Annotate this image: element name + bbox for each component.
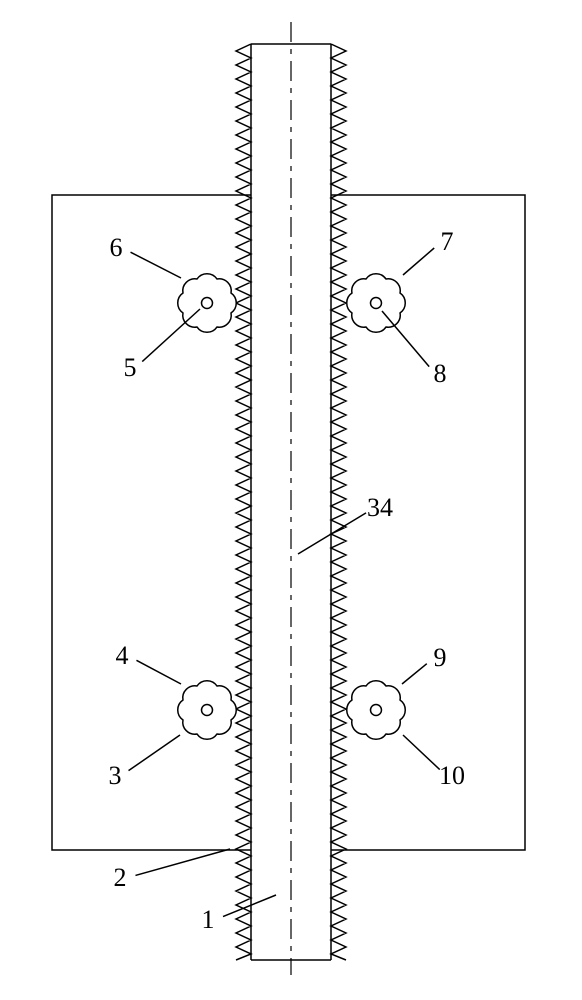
leader-5	[142, 309, 200, 362]
label-6: 6	[110, 233, 123, 262]
leader-9	[402, 664, 427, 684]
leader-2	[135, 849, 230, 875]
label-4: 4	[116, 641, 129, 670]
gear6_upper_left	[178, 274, 237, 333]
mechanical-diagram: 6 5 7 8 34 4 3 9 10 2 1	[0, 0, 582, 1000]
label-8: 8	[434, 359, 447, 388]
label-1: 1	[202, 905, 215, 934]
leader-6	[131, 252, 181, 278]
label-5: 5	[124, 353, 137, 382]
leader-8	[382, 311, 429, 367]
label-7: 7	[441, 227, 454, 256]
label-10: 10	[439, 761, 465, 790]
leader-7	[403, 248, 434, 275]
label-2: 2	[114, 863, 127, 892]
leader-10	[403, 735, 440, 770]
leader-4	[136, 660, 181, 684]
rack-teeth-left	[236, 44, 251, 960]
label-9: 9	[434, 643, 447, 672]
label-34: 34	[367, 493, 393, 522]
label-3: 3	[109, 761, 122, 790]
rack-teeth-right	[331, 44, 346, 960]
gear4_lower_left	[178, 681, 237, 740]
leader-3	[129, 735, 180, 771]
gear9_lower_right	[347, 681, 406, 740]
gear7_upper_right	[347, 274, 406, 333]
